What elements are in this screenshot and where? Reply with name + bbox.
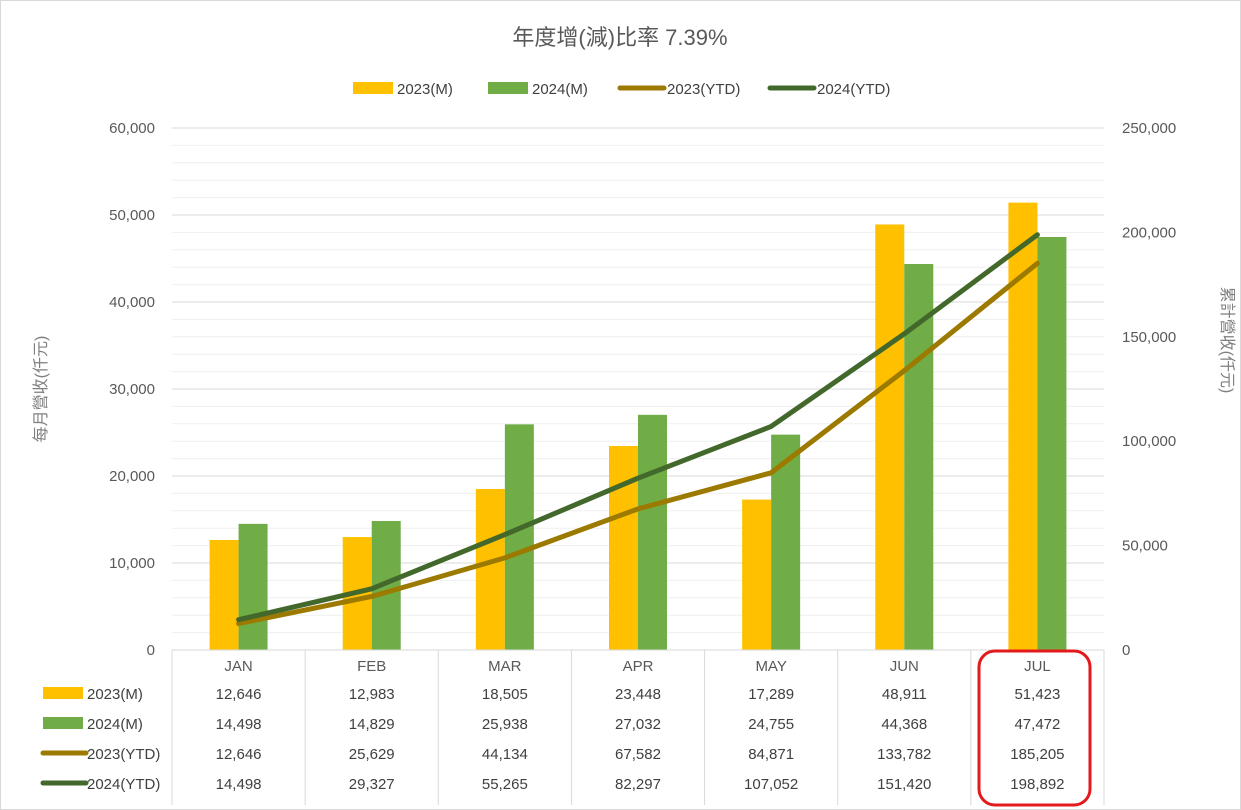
table-cell: 44,368 xyxy=(881,716,927,733)
y-axis-left: 0 10,000 20,000 30,000 40,000 50,000 60,000 xyxy=(109,120,155,659)
table-cell: 44,134 xyxy=(482,746,528,763)
table-cell: 18,505 xyxy=(482,686,528,703)
table-cell: 14,498 xyxy=(216,716,262,733)
y-right-tick-label: 150,000 xyxy=(1122,329,1176,346)
table-row-label: 2024(M) xyxy=(87,716,143,733)
y-left-tick-label: 40,000 xyxy=(109,294,155,311)
table-cell: 23,448 xyxy=(615,686,661,703)
y-right-tick-label: 250,000 xyxy=(1122,120,1176,137)
legend-label: 2024(M) xyxy=(532,81,588,98)
table-cell: 17,289 xyxy=(748,686,794,703)
table-cell: 25,629 xyxy=(349,746,395,763)
table-cell: 14,498 xyxy=(216,776,262,793)
y-left-tick-label: 0 xyxy=(147,642,155,659)
table-cell: 198,892 xyxy=(1010,776,1064,793)
y-left-tick-label: 20,000 xyxy=(109,468,155,485)
x-tick-label: FEB xyxy=(357,658,386,675)
table-cell: 14,829 xyxy=(349,716,395,733)
x-tick-label: MAR xyxy=(488,658,522,675)
table-cell: 27,032 xyxy=(615,716,661,733)
table-cell: 67,582 xyxy=(615,746,661,763)
table-cell: 84,871 xyxy=(748,746,794,763)
table-legend-swatch xyxy=(43,687,83,699)
legend-label: 2023(M) xyxy=(397,81,453,98)
table-cell: 185,205 xyxy=(1010,746,1064,763)
bar xyxy=(1037,236,1067,651)
table-cell: 133,782 xyxy=(877,746,931,763)
table-cell: 24,755 xyxy=(748,716,794,733)
bar xyxy=(875,224,905,650)
bar xyxy=(238,523,268,650)
y-axis-right-title: 累計營收(仟元) xyxy=(1218,287,1236,394)
table-cell: 29,327 xyxy=(349,776,395,793)
table-row-label: 2024(YTD) xyxy=(87,776,160,793)
bar xyxy=(475,489,505,650)
table-cell: 12,646 xyxy=(216,686,262,703)
legend-swatch xyxy=(488,82,528,94)
legend-label: 2023(YTD) xyxy=(667,81,740,98)
legend-label: 2024(YTD) xyxy=(817,81,890,98)
series-line xyxy=(236,232,1040,623)
x-tick-label: APR xyxy=(623,658,654,675)
table-row-label: 2023(YTD) xyxy=(87,746,160,763)
chart-title: 年度增(減)比率 7.39% xyxy=(512,25,727,50)
table-cell: 48,911 xyxy=(882,686,927,703)
bar xyxy=(504,424,534,650)
bars xyxy=(209,202,1067,651)
table-cell: 47,472 xyxy=(1014,716,1060,733)
series-line xyxy=(236,260,1040,627)
y-left-tick-label: 50,000 xyxy=(109,207,155,224)
bar xyxy=(742,499,772,650)
y-left-tick-label: 10,000 xyxy=(109,555,155,572)
data-table: JAN FEB MAR APR MAY JUN JUL 2023(M) 12,646 12,983… xyxy=(40,649,1105,805)
bar xyxy=(609,446,638,650)
y-right-tick-label: 100,000 xyxy=(1122,433,1176,450)
table-cell: 107,052 xyxy=(744,776,798,793)
legend-swatch xyxy=(353,82,393,94)
y-left-tick-label: 60,000 xyxy=(109,120,155,137)
x-tick-label: JUN xyxy=(890,658,919,675)
y-right-tick-label: 50,000 xyxy=(1122,538,1168,555)
table-cell: 55,265 xyxy=(482,776,528,793)
y-left-tick-label: 30,000 xyxy=(109,381,155,398)
bar xyxy=(209,539,239,650)
table-cell: 151,420 xyxy=(877,776,931,793)
lines xyxy=(236,232,1040,627)
x-tick-label: JAN xyxy=(224,658,252,675)
y-axis-right: 0 50,000 100,000 150,000 200,000 250,000 xyxy=(1122,120,1176,659)
x-tick-label: JUL xyxy=(1024,658,1051,675)
table-row-label: 2023(M) xyxy=(87,686,143,703)
y-right-tick-label: 200,000 xyxy=(1122,224,1176,241)
table-cell: 82,297 xyxy=(615,776,661,793)
legend: 2023(M) 2024(M) 2023(YTD) 2024(YTD) xyxy=(353,81,890,98)
table-cell: 25,938 xyxy=(482,716,528,733)
table-legend-swatch xyxy=(43,717,83,729)
table-cell: 12,646 xyxy=(216,746,262,763)
table-cell: 51,423 xyxy=(1014,686,1060,703)
table-cell: 12,983 xyxy=(349,686,395,703)
x-tick-label: MAY xyxy=(755,658,786,675)
bar xyxy=(638,414,667,650)
y-axis-left-title: 每月營收(仟元) xyxy=(32,336,50,443)
highlight-box xyxy=(977,649,1092,807)
y-right-tick-label: 0 xyxy=(1122,642,1130,659)
